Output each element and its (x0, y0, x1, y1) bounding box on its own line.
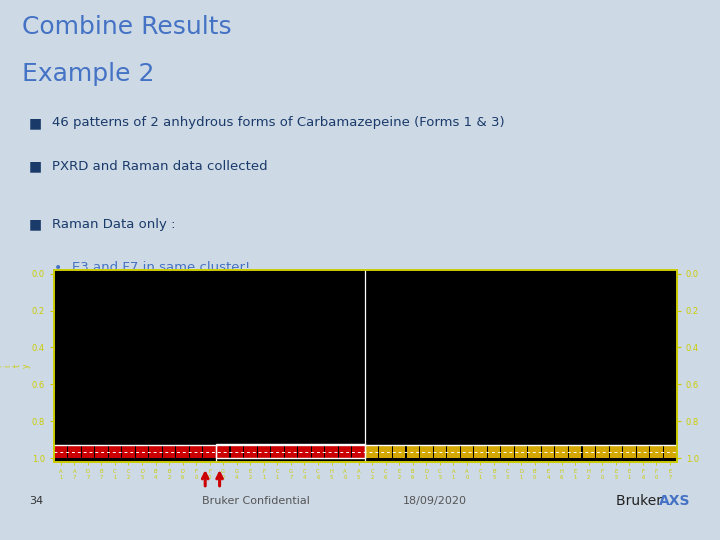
Bar (176, 446, 189, 458)
Text: Raman Data only :: Raman Data only : (52, 218, 176, 231)
Bar (95, 446, 107, 458)
Bar (515, 446, 527, 458)
Bar (542, 446, 554, 458)
Text: ■: ■ (29, 160, 42, 173)
Bar (271, 446, 284, 458)
Bar (582, 446, 595, 458)
Bar (610, 446, 622, 458)
Bar (81, 446, 94, 458)
Text: PXRD and Raman data collected: PXRD and Raman data collected (52, 160, 267, 173)
Bar (556, 446, 568, 458)
Text: •: • (54, 261, 62, 275)
Bar (407, 446, 419, 458)
Bar (487, 446, 500, 458)
Bar (624, 446, 636, 458)
Bar (325, 446, 338, 458)
Text: Combine Results: Combine Results (22, 15, 231, 39)
Bar (569, 446, 582, 458)
Bar (122, 446, 135, 458)
Bar (136, 446, 148, 458)
Bar (230, 446, 243, 458)
Bar (433, 446, 446, 458)
Bar (420, 446, 433, 458)
Bar (366, 446, 379, 458)
Text: 34: 34 (29, 496, 43, 507)
Bar (379, 446, 392, 458)
Bar (217, 446, 230, 458)
Bar (664, 446, 676, 458)
Bar (461, 446, 473, 458)
Bar (163, 446, 175, 458)
Bar (528, 446, 541, 458)
Bar (312, 446, 324, 458)
Bar (636, 446, 649, 458)
Bar (68, 446, 81, 458)
Bar (204, 446, 216, 458)
Bar (149, 446, 162, 458)
Bar (190, 446, 202, 458)
Bar (501, 446, 514, 458)
Text: 46 patterns of 2 anhydrous forms of Carbamazepeine (Forms 1 & 3): 46 patterns of 2 anhydrous forms of Carb… (52, 116, 505, 129)
Bar (109, 446, 121, 458)
Bar (650, 446, 662, 458)
Bar (284, 446, 297, 458)
Bar (596, 446, 608, 458)
Bar (339, 446, 351, 458)
Text: ■: ■ (29, 116, 42, 130)
Bar (258, 446, 270, 458)
Bar (217, 444, 365, 458)
Text: AXS: AXS (659, 495, 690, 508)
Text: ■: ■ (29, 218, 42, 232)
Text: Example 2: Example 2 (22, 62, 154, 86)
Bar (55, 446, 67, 458)
Bar (393, 446, 405, 458)
Text: 18/09/2020: 18/09/2020 (403, 496, 467, 507)
Bar (474, 446, 487, 458)
Text: Bruker: Bruker (616, 495, 666, 508)
Y-axis label: S
i
m
i
l
a
r
i
t
y: S i m i l a r i t y (0, 362, 30, 369)
Bar (447, 446, 459, 458)
Bar (352, 446, 365, 458)
Text: E3 and F7 in same cluster!: E3 and F7 in same cluster! (72, 261, 251, 274)
Bar (244, 446, 256, 458)
Bar (298, 446, 311, 458)
Text: Bruker Confidential: Bruker Confidential (202, 496, 310, 507)
